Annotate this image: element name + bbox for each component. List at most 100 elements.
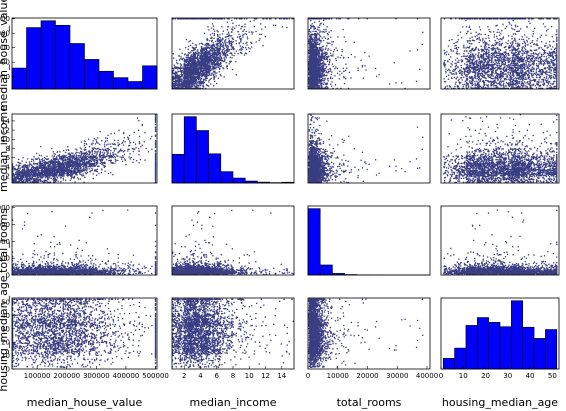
y-tick-label-total_rooms-1: 10000 <box>0 255 10 263</box>
panel-total_rooms-vs-median_house_value <box>11 209 157 276</box>
x-tick-label-median_income-4: 10 <box>245 372 254 380</box>
hist-bar-housing_median_age-4 <box>488 322 501 370</box>
x-tick-label-housing_median_age-3: 30 <box>503 372 512 380</box>
panel-frame <box>440 297 560 370</box>
hist-bar-median_income-0 <box>171 153 185 184</box>
x-axis-label-total_rooms: total_rooms <box>337 396 402 409</box>
x-tick-label-total_rooms-3: 30000 <box>386 372 408 380</box>
panel-housing_median_age-vs-median_income <box>171 298 295 369</box>
x-tick-label-median_house_value-1: 200000 <box>53 372 80 380</box>
panel-median_income-vs-total_rooms <box>307 113 424 184</box>
x-tick-label-median_house_value-0: 100000 <box>24 372 51 380</box>
panel-frame <box>440 17 560 90</box>
panel-frame <box>307 17 431 90</box>
y-tick-label-median_income-5: 12 <box>1 127 10 135</box>
y-axis-label-total_rooms: total_rooms <box>0 208 10 273</box>
x-tick-label-total_rooms-4: 40000 <box>416 372 438 380</box>
y-tick-label-median_income-2: 6 <box>6 154 11 162</box>
scatter-points-median_house_value-vs-median_income <box>171 17 295 90</box>
y-tick-label-housing_median_age-3: 30 <box>1 325 10 333</box>
panel-median_house_value-vs-total_rooms <box>307 17 424 90</box>
panel-frame <box>11 17 158 90</box>
y-axis-label-median_house_value: median_house_value <box>0 0 10 111</box>
hist-bar-housing_median_age-0 <box>442 357 455 370</box>
y-tick-label-total_rooms-4: 40000 <box>0 204 10 212</box>
hist-bar-median_income-3 <box>208 153 222 184</box>
y-tick-label-median_house_value-3: 400000 <box>0 30 10 38</box>
x-tick-label-median_income-5: 12 <box>261 372 270 380</box>
y-tick-label-median_house_value-2: 300000 <box>0 44 10 52</box>
panel-frame <box>171 205 295 276</box>
y-tick-label-median_income-0: 2 <box>6 173 10 181</box>
x-tick-label-median_house_value-2: 300000 <box>83 372 110 380</box>
hist-bar-median_income-1 <box>183 116 197 184</box>
panel-median_income-vs-median_house_value <box>11 113 157 184</box>
scatter-points-median_house_value-vs-total_rooms <box>307 17 424 90</box>
y-tick-label-median_income-6: 14 <box>1 117 10 125</box>
hist-bar-median_house_value-4 <box>69 43 85 90</box>
panel-median_house_value-vs-median_income <box>171 17 295 90</box>
scatter-points-median_income-vs-median_house_value <box>11 113 157 184</box>
scatter-points-median_income-vs-housing_median_age <box>443 113 558 184</box>
x-tick-label-total_rooms-1: 10000 <box>327 372 349 380</box>
hist-bar-median_house_value-5 <box>84 59 100 90</box>
y-tick-label-median_house_value-1: 200000 <box>0 59 10 67</box>
hist-bar-median_income-5 <box>232 177 246 184</box>
x-tick-label-housing_median_age-1: 10 <box>459 372 468 380</box>
hist-bar-housing_median_age-6 <box>511 300 524 370</box>
scatter-points-median_house_value-vs-housing_median_age <box>443 17 558 90</box>
panel-median_house_value-vs-median_house_value <box>11 20 158 90</box>
y-tick-label-total_rooms-2: 20000 <box>0 238 10 246</box>
hist-bar-median_house_value-9 <box>142 65 158 90</box>
y-tick-label-housing_median_age-5: 50 <box>1 299 10 307</box>
hist-bar-housing_median_age-7 <box>522 326 535 370</box>
hist-bar-median_house_value-7 <box>113 77 129 90</box>
hist-bar-housing_median_age-9 <box>545 329 558 370</box>
x-tick-label-total_rooms-2: 20000 <box>356 372 378 380</box>
panel-frame <box>307 113 431 184</box>
y-tick-label-median_income-3: 8 <box>6 145 10 153</box>
x-tick-label-housing_median_age-2: 20 <box>481 372 490 380</box>
panel-frame <box>307 297 431 370</box>
y-tick-label-total_rooms-0: 0 <box>6 272 10 280</box>
hist-bar-median_house_value-3 <box>55 24 71 90</box>
panel-housing_median_age-vs-median_house_value <box>11 298 157 369</box>
hist-bar-median_house_value-2 <box>40 20 56 90</box>
panel-frame <box>307 205 431 276</box>
hist-bar-median_house_value-1 <box>26 27 42 90</box>
x-tick-label-housing_median_age-5: 50 <box>548 372 557 380</box>
y-tick-label-housing_median_age-4: 40 <box>1 312 10 320</box>
x-tick-label-median_income-1: 4 <box>198 372 203 380</box>
panel-median_income-vs-median_income <box>171 116 295 184</box>
y-tick-label-median_house_value-0: 100000 <box>0 73 10 81</box>
scatter-points-total_rooms-vs-median_income <box>171 209 295 276</box>
y-tick-label-housing_median_age-2: 20 <box>1 339 10 347</box>
x-tick-label-median_income-6: 14 <box>277 372 286 380</box>
hist-bar-median_house_value-8 <box>127 81 143 90</box>
x-axis-label-median_income: median_income <box>189 396 276 409</box>
y-axis-label-housing_median_age: housing_median_age <box>0 275 10 391</box>
y-tick-label-housing_median_age-1: 10 <box>1 352 10 360</box>
hist-bar-total_rooms-1 <box>319 264 333 276</box>
y-tick-label-median_income-1: 4 <box>6 163 11 171</box>
panel-median_house_value-vs-housing_median_age <box>443 17 558 90</box>
tick-layer: 1000002000003000004000005000002468101214… <box>0 15 557 380</box>
x-axis-label-median_house_value: median_house_value <box>27 396 143 409</box>
panel-frames <box>11 17 560 370</box>
hist-bar-housing_median_age-3 <box>476 317 489 370</box>
hist-bar-housing_median_age-1 <box>454 347 467 370</box>
x-tick-label-median_income-2: 6 <box>214 372 219 380</box>
hist-bar-median_house_value-6 <box>98 70 114 90</box>
plot-marks <box>11 17 558 370</box>
panel-total_rooms-vs-housing_median_age <box>443 209 558 276</box>
x-tick-label-housing_median_age-0: 0 <box>439 372 443 380</box>
scatter-points-housing_median_age-vs-median_house_value <box>11 298 157 369</box>
y-axis-label-median_income: median_income <box>0 105 10 192</box>
panel-housing_median_age-vs-housing_median_age <box>442 300 558 370</box>
panel-frame <box>171 17 295 90</box>
panel-total_rooms-vs-total_rooms <box>307 208 431 276</box>
panel-frame <box>440 205 560 276</box>
panel-frame <box>171 113 295 184</box>
hist-bar-housing_median_age-5 <box>499 326 512 370</box>
